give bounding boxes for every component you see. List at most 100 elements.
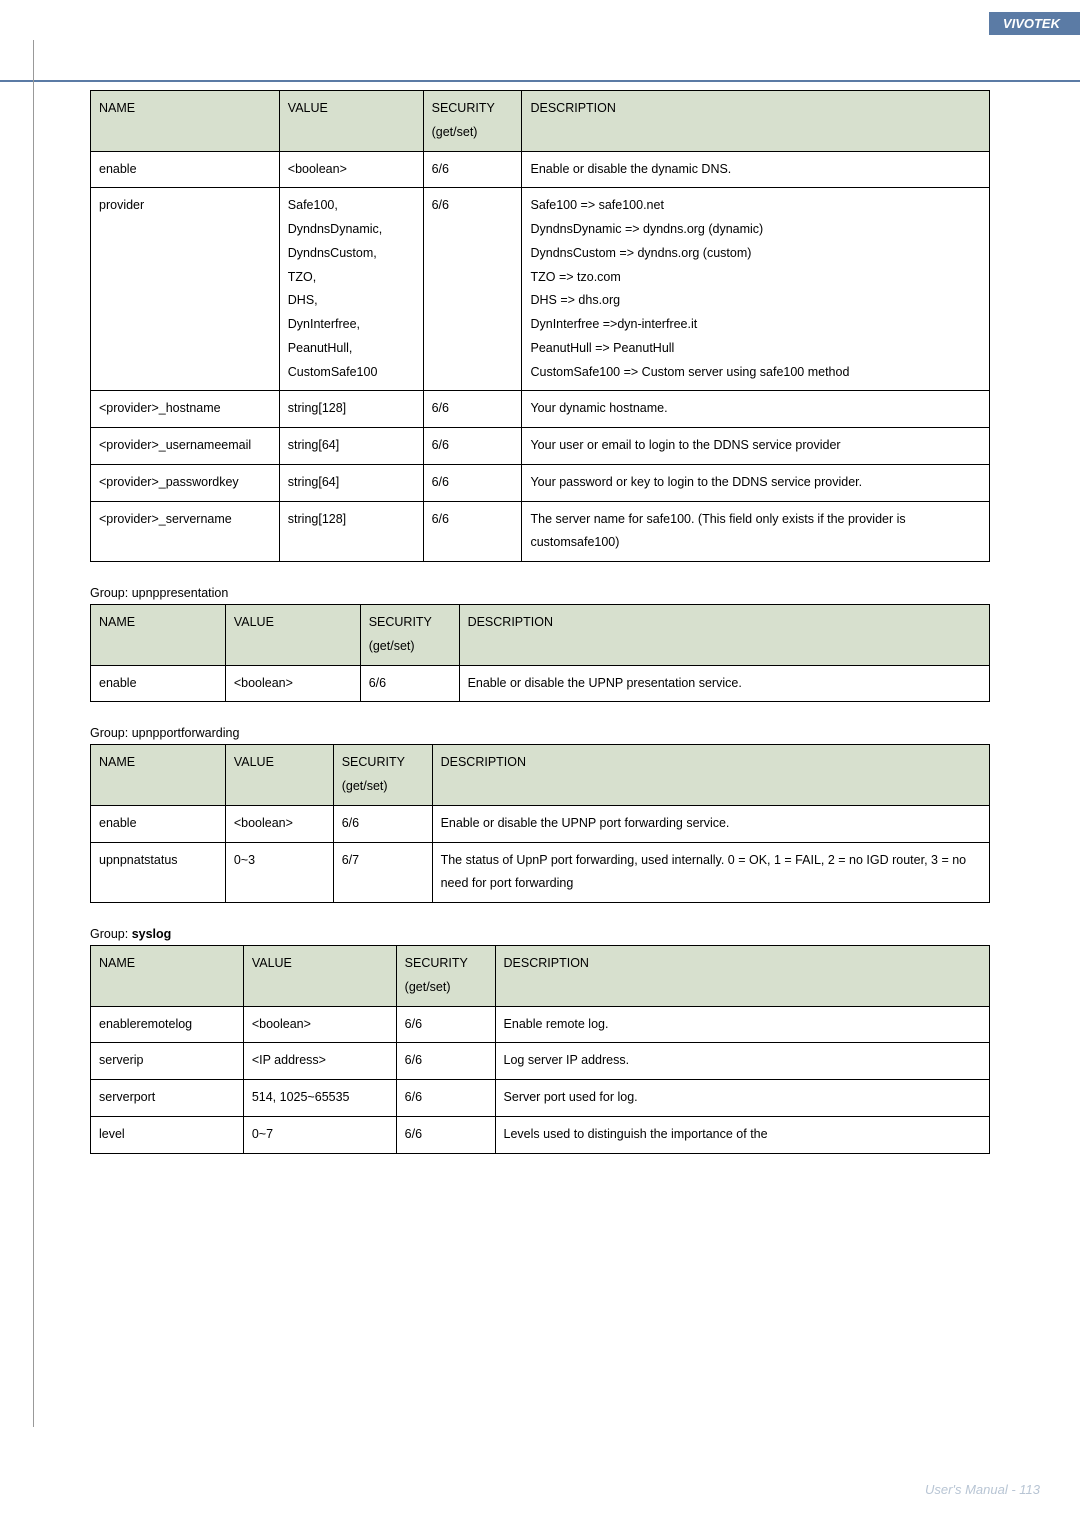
cell-description: The status of UpnP port forwarding, used… [432,842,989,903]
table-row: providerSafe100, DyndnsDynamic, DyndnsCu… [91,188,990,391]
cell-name: upnpnatstatus [91,842,226,903]
th-value: VALUE [243,946,396,1007]
table-row: <provider>_servernamestring[128]6/6The s… [91,501,990,562]
table-row: upnpnatstatus0~36/7The status of UpnP po… [91,842,990,903]
cell-value: <boolean> [225,665,360,702]
page-content: NAME VALUE SECURITY (get/set) DESCRIPTIO… [0,82,1080,1154]
cell-description: Levels used to distinguish the importanc… [495,1116,989,1153]
cell-description: Your dynamic hostname. [522,391,990,428]
ddns-table: NAME VALUE SECURITY (get/set) DESCRIPTIO… [90,90,990,562]
group-label-upnppresentation: Group: upnppresentation [90,586,990,600]
cell-description: Enable remote log. [495,1006,989,1043]
th-name: NAME [91,946,244,1007]
cell-name: serverip [91,1043,244,1080]
brand-banner: VIVOTEK [989,12,1080,35]
page-footer: User's Manual - 113 [925,1482,1040,1497]
table2-body: enable<boolean>6/6Enable or disable the … [91,665,990,702]
side-rule [33,40,34,1427]
cell-security: 6/6 [423,151,522,188]
cell-name: serverport [91,1080,244,1117]
group-prefix: Group: [90,726,132,740]
cell-value: <IP address> [243,1043,396,1080]
cell-value: 0~3 [225,842,333,903]
cell-name: <provider>_servername [91,501,280,562]
cell-name: <provider>_passwordkey [91,464,280,501]
cell-security: 6/6 [396,1006,495,1043]
cell-value: 0~7 [243,1116,396,1153]
th-description: DESCRIPTION [459,605,989,666]
cell-value: <boolean> [279,151,423,188]
table-header-row: NAME VALUE SECURITY (get/set) DESCRIPTIO… [91,91,990,152]
group-label-upnpportforwarding: Group: upnpportforwarding [90,726,990,740]
cell-name: enable [91,151,280,188]
cell-description: Enable or disable the dynamic DNS. [522,151,990,188]
cell-security: 6/6 [360,665,459,702]
cell-value: string[128] [279,391,423,428]
table-row: serverport514, 1025~655356/6Server port … [91,1080,990,1117]
cell-security: 6/6 [396,1116,495,1153]
th-description: DESCRIPTION [495,946,989,1007]
th-name: NAME [91,91,280,152]
cell-security: 6/6 [423,501,522,562]
cell-security: 6/7 [333,842,432,903]
cell-name: <provider>_hostname [91,391,280,428]
table-row: <provider>_usernameemailstring[64]6/6You… [91,428,990,465]
cell-security: 6/6 [333,805,432,842]
table-row: enable<boolean>6/6Enable or disable the … [91,805,990,842]
th-security: SECURITY (get/set) [396,946,495,1007]
cell-name: enableremotelog [91,1006,244,1043]
cell-value: 514, 1025~65535 [243,1080,396,1117]
upnpportforwarding-table: NAME VALUE SECURITY (get/set) DESCRIPTIO… [90,744,990,903]
th-value: VALUE [225,605,360,666]
cell-value: string[128] [279,501,423,562]
cell-description: Enable or disable the UPNP port forwardi… [432,805,989,842]
cell-description: Server port used for log. [495,1080,989,1117]
th-value: VALUE [279,91,423,152]
header-bar: VIVOTEK [0,0,1080,40]
cell-value: string[64] [279,428,423,465]
cell-security: 6/6 [396,1043,495,1080]
th-security: SECURITY (get/set) [423,91,522,152]
th-name: NAME [91,605,226,666]
table-row: enable<boolean>6/6Enable or disable the … [91,151,990,188]
group-prefix: Group: [90,586,132,600]
cell-value: Safe100, DyndnsDynamic, DyndnsCustom, TZ… [279,188,423,391]
cell-value: <boolean> [225,805,333,842]
group-label-syslog: Group: syslog [90,927,990,941]
cell-name: <provider>_usernameemail [91,428,280,465]
cell-description: Your password or key to login to the DDN… [522,464,990,501]
table4-body: enableremotelog<boolean>6/6Enable remote… [91,1006,990,1153]
table-row: enableremotelog<boolean>6/6Enable remote… [91,1006,990,1043]
cell-security: 6/6 [423,188,522,391]
th-security: SECURITY (get/set) [360,605,459,666]
th-value: VALUE [225,745,333,806]
cell-description: The server name for safe100. (This field… [522,501,990,562]
table-row: enable<boolean>6/6Enable or disable the … [91,665,990,702]
cell-name: enable [91,665,226,702]
syslog-table: NAME VALUE SECURITY (get/set) DESCRIPTIO… [90,945,990,1154]
upnppresentation-table: NAME VALUE SECURITY (get/set) DESCRIPTIO… [90,604,990,702]
th-description: DESCRIPTION [432,745,989,806]
group-name: syslog [132,927,172,941]
group-prefix: Group: [90,927,132,941]
cell-value: string[64] [279,464,423,501]
group-name: upnpportforwarding [132,726,240,740]
cell-value: <boolean> [243,1006,396,1043]
group-name: upnppresentation [132,586,229,600]
cell-name: level [91,1116,244,1153]
table-row: level0~76/6Levels used to distinguish th… [91,1116,990,1153]
cell-description: Log server IP address. [495,1043,989,1080]
cell-security: 6/6 [396,1080,495,1117]
cell-security: 6/6 [423,464,522,501]
table-row: <provider>_hostnamestring[128]6/6Your dy… [91,391,990,428]
th-name: NAME [91,745,226,806]
cell-description: Your user or email to login to the DDNS … [522,428,990,465]
cell-name: provider [91,188,280,391]
table-header-row: NAME VALUE SECURITY (get/set) DESCRIPTIO… [91,605,990,666]
table-header-row: NAME VALUE SECURITY (get/set) DESCRIPTIO… [91,946,990,1007]
cell-name: enable [91,805,226,842]
table-row: <provider>_passwordkeystring[64]6/6Your … [91,464,990,501]
table1-body: enable<boolean>6/6Enable or disable the … [91,151,990,562]
cell-description: Safe100 => safe100.net DyndnsDynamic => … [522,188,990,391]
cell-description: Enable or disable the UPNP presentation … [459,665,989,702]
